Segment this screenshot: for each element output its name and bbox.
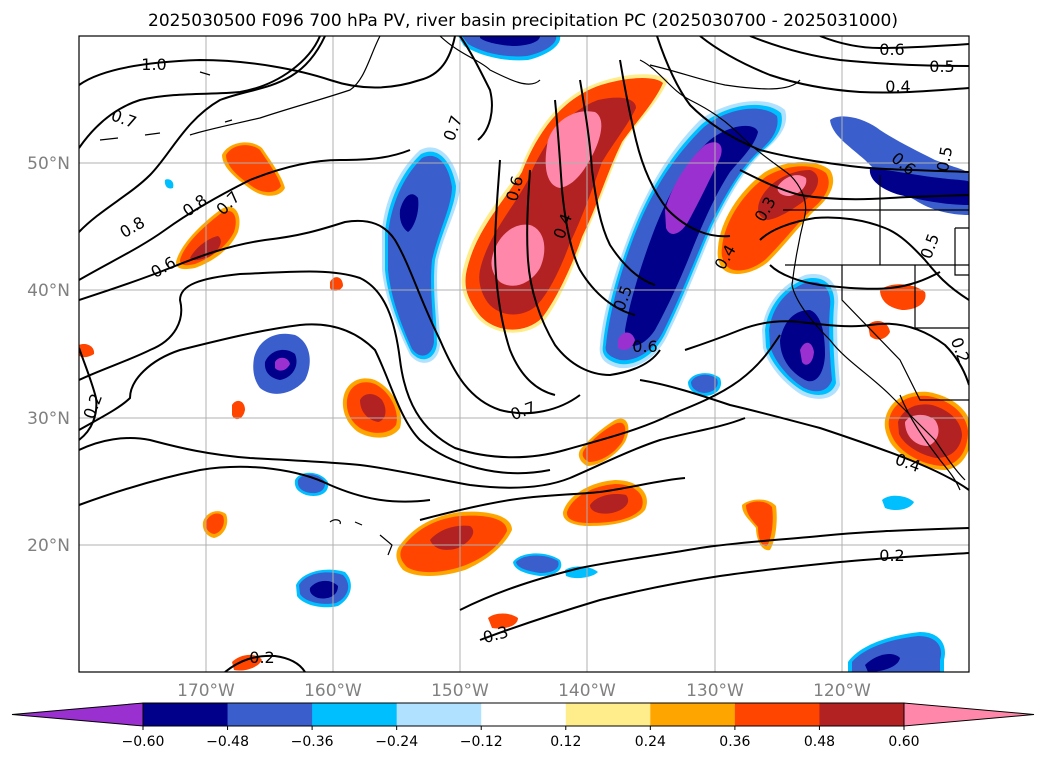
latitude-labels: 50°N 40°N 30°N 20°N [27,154,70,556]
colorbar-tick-label: −0.24 [375,734,418,750]
colorbar-tick-label: 0.12 [550,734,581,750]
lon-label-140w: 140°W [558,681,616,701]
colorbar-segment [565,703,651,726]
pv-contours [79,36,969,672]
colorbar: −0.60 −0.48 −0.36 −0.24 −0.12 0.12 0.24 0.36 0.4… [11,702,1035,750]
lat-label-50n: 50°N [27,154,70,174]
lon-label-150w: 150°W [431,681,489,701]
colorbar-segment [396,703,482,726]
colorbar-tick-label: 0.48 [804,734,835,750]
longitude-labels: 170°W 160°W 150°W 140°W 130°W 120°W [177,681,871,701]
lat-label-30n: 30°N [27,409,70,429]
contour-label: 0.5 [933,145,956,173]
map-frame [78,35,970,673]
positive-blob-northwest [176,142,285,270]
colorbar-segment [481,703,567,726]
map-panel: 1.0 0.7 0.8 0.7 0.8 0.6 0.7 0.6 0.4 0.5 … [79,36,969,672]
colorbar-tick-label: −0.12 [460,734,503,750]
colorbar-segment [227,703,313,726]
colorbar-segment [143,703,229,726]
negative-blob-east [458,36,969,672]
graticule [79,36,969,672]
contour-label: 0.2 [879,546,904,565]
lon-label-130w: 130°W [686,681,744,701]
contour-label: 0.6 [879,40,904,59]
lat-label-40n: 40°N [27,281,70,301]
figure-title: 2025030500 F096 700 hPa PV, river basin … [148,11,898,31]
lon-label-120w: 120°W [813,681,871,701]
contour-label: 1.0 [141,55,166,74]
colorbar-extend-max [903,702,1035,727]
negative-blob-central [164,147,914,608]
negative-blob-main [599,101,787,369]
positive-blob-midpacific [79,277,926,671]
contour-label: 0.5 [929,57,954,76]
precip-shading [79,36,969,672]
contour-label: 0.4 [885,77,910,96]
colorbar-frame [142,702,905,727]
colorbar-tick-label: 0.36 [719,734,750,750]
lat-label-20n: 20°N [27,536,70,556]
colorbar-segment [650,703,736,726]
colorbar-tick-label: −0.48 [206,734,249,750]
contour-label: 0.6 [632,337,657,356]
colorbar-segment [312,703,398,726]
colorbar-segment [734,703,820,726]
colorbar-tick-label: −0.60 [122,734,165,750]
colorbar-extend-min [11,702,144,727]
colorbar-segment [819,703,905,726]
contour-label: 0.2 [249,648,274,667]
colorbar-tick-label: 0.24 [635,734,666,750]
colorbar-tick-label: −0.36 [291,734,334,750]
colorbar-tick-label: 0.60 [888,734,919,750]
coastlines [99,36,969,556]
lon-label-160w: 160°W [304,681,362,701]
lon-label-170w: 170°W [177,681,235,701]
